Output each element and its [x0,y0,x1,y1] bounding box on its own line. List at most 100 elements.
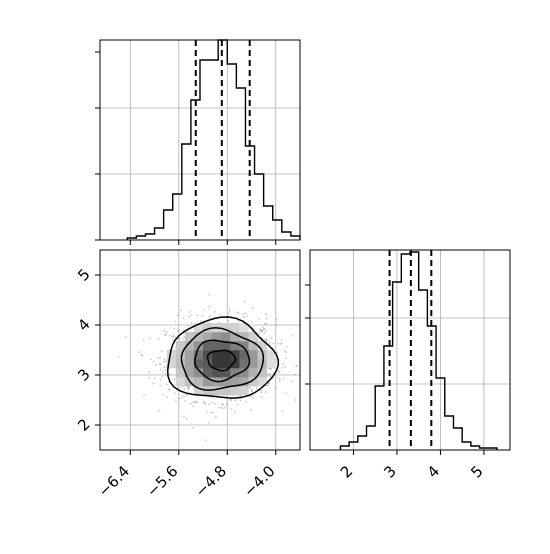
top-histogram-bin [164,210,173,240]
scatter-point [237,312,240,315]
density-cell [230,359,240,369]
scatter-point [161,371,164,374]
density-cell [239,332,249,342]
scatter-point [179,309,182,312]
scatter-point [210,401,213,404]
right-histogram-bin [358,436,367,450]
density-cell [239,386,249,396]
density-cell [193,359,204,369]
density-cell [184,341,195,351]
scatter-point [140,354,143,357]
scatter-point [282,363,284,365]
density-cell [193,341,204,351]
scatter-point [276,351,278,354]
scatter-point [236,403,239,406]
top-histogram-bin [291,236,300,240]
right-histogram-bin [384,346,393,450]
scatter-point [159,384,162,387]
density-cell [212,368,222,378]
scatter-point [188,310,191,313]
scatter-point [263,323,266,325]
scatter-point [165,383,168,386]
top-histogram-bin [155,228,164,240]
scatter-point [269,373,272,376]
scatter-point [227,312,230,315]
scatter-point [199,320,202,323]
scatter-point [161,393,164,396]
right-histogram-bin [445,416,454,450]
scatter-point [207,421,210,424]
scatter-point [281,366,284,369]
scatter-point [182,317,185,320]
scatter-point [176,314,179,317]
scatter-point [163,358,166,361]
scatter-point [264,338,267,341]
scatter-point [213,311,216,313]
density-cell [212,341,222,351]
scatter-point [291,334,294,337]
density-cell [212,332,222,342]
histogram-panel-x [95,39,301,245]
scatter-point [243,300,246,303]
density-cell [212,350,222,360]
scatter-point [174,392,176,395]
scatter-point [265,317,268,320]
right-histogram-bin [453,428,462,450]
scatter-point [174,320,177,323]
scatter-point [183,336,186,338]
density-cell [193,386,204,396]
scatter-point [164,360,167,363]
top-histogram-bin [200,60,209,240]
density-cell [166,350,177,360]
scatter-point [294,373,297,376]
scatter-point [172,339,175,342]
density-cell [239,368,249,378]
density-cell [230,350,240,360]
scatter-point [250,320,253,323]
scatter-point [278,371,281,374]
scatter-point [168,373,171,376]
density-cell [184,332,195,342]
scatter-point [264,330,267,333]
scatter-point [211,411,214,414]
joint-density-marks [117,293,298,442]
density-cell [239,350,249,360]
scatter-point [152,360,155,363]
scatter-point [228,310,231,312]
density-contour [194,339,251,383]
scatter-point [265,322,268,325]
scatter-point [278,379,281,382]
scatter-point [183,415,185,418]
scatter-point [173,378,176,381]
density-cell [184,350,195,360]
density-cell [221,332,231,342]
density-cell [221,350,231,360]
scatter-point [286,345,288,348]
density-cell [230,368,240,378]
scatter-point [177,330,179,332]
scatter-point [163,366,166,368]
density-cell [230,341,240,351]
scatter-point [260,329,262,332]
scatter-point [174,336,177,339]
density-cell [239,377,249,387]
scatter-point [203,309,205,311]
density-cell [266,359,277,369]
right-histogram-bin [462,442,471,450]
density-cell [203,332,213,342]
right-axes-frame [309,249,511,451]
density-cell [221,323,231,333]
scatter-point [258,331,261,334]
density-cell [193,323,204,333]
scatter-point [280,339,283,341]
scatter-point [181,338,184,341]
top-histogram-bin [264,206,273,240]
scatter-point [143,394,145,396]
scatter-point [152,382,155,385]
scatter-point [244,400,247,403]
scatter-point [236,311,239,314]
scatter-point [157,337,160,340]
scatter-point [278,378,281,380]
